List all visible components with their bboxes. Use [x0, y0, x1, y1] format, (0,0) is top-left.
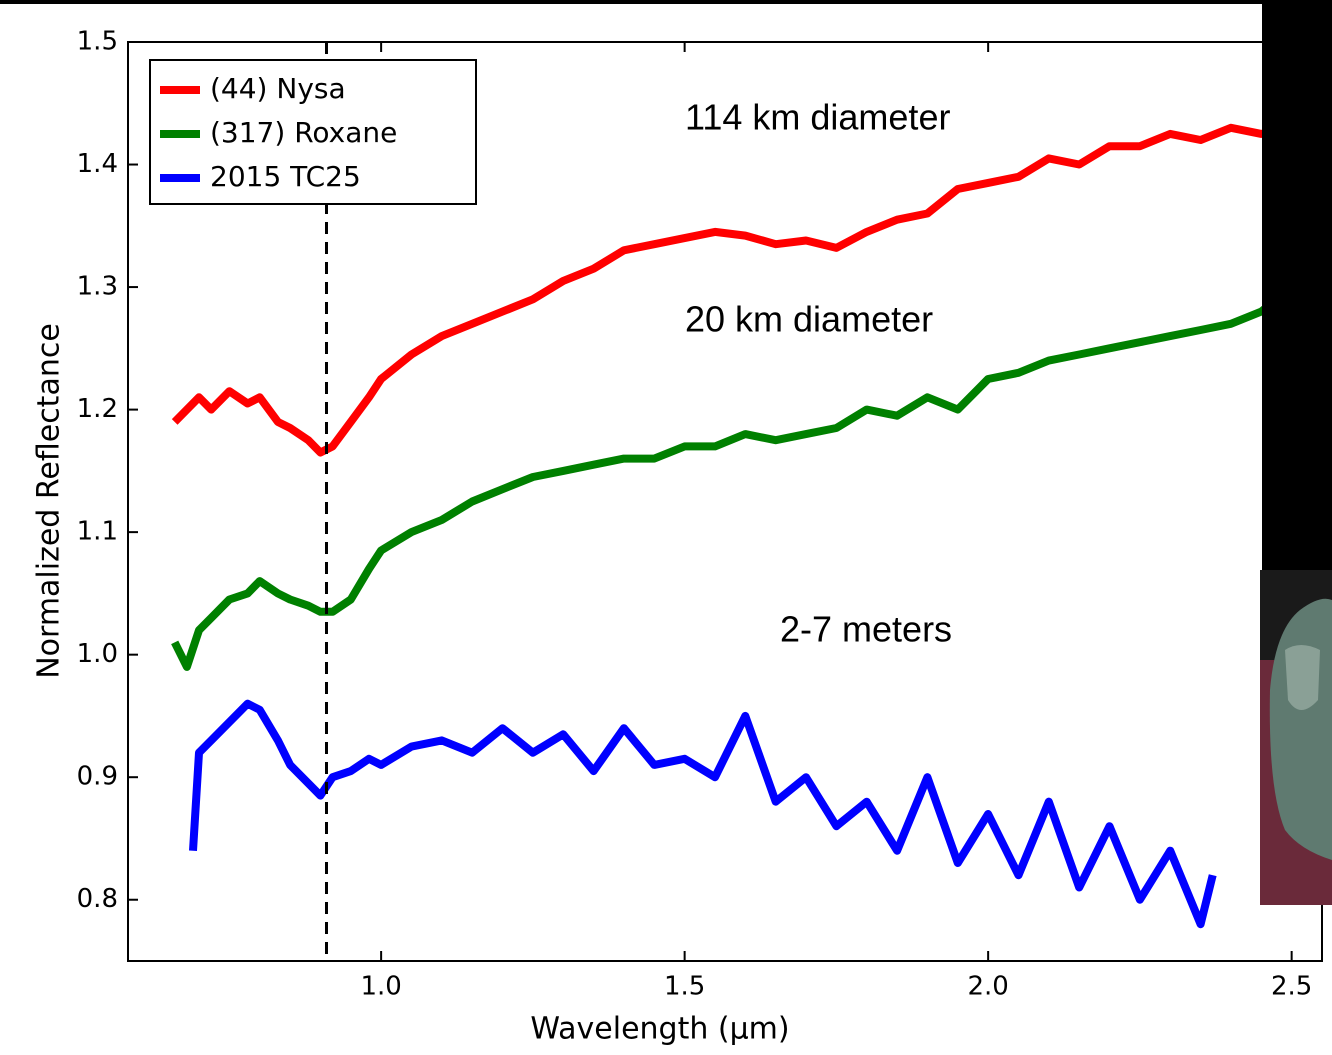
x-axis-label: Wavelength (μm) [530, 1012, 789, 1047]
series-line [171, 283, 1295, 671]
y-tick-label: 0.9 [77, 762, 118, 792]
x-tick-label: 2.5 [1271, 972, 1312, 1002]
legend-box [149, 59, 477, 205]
annotation: 114 km diameter [685, 97, 950, 138]
annotation: 2-7 meters [780, 609, 952, 650]
y-tick-label: 1.1 [77, 517, 118, 547]
black-panel [1262, 0, 1332, 572]
y-tick-label: 1.4 [77, 149, 118, 179]
meteorite-photo [1260, 570, 1332, 905]
x-tick-label: 2.0 [967, 972, 1008, 1002]
legend-label: (317) Roxane [210, 116, 397, 149]
y-tick-label: 1.3 [77, 272, 118, 302]
legend-label: (44) Nysa [210, 72, 346, 105]
series-line [189, 699, 1217, 929]
y-tick-label: 1.0 [77, 639, 118, 669]
legend-label: 2015 TC25 [210, 160, 361, 193]
series-line [171, 123, 1293, 457]
x-tick-label: 1.0 [360, 972, 401, 1002]
y-tick-label: 1.5 [77, 27, 118, 57]
y-tick-label: 1.2 [77, 394, 118, 424]
y-axis-label: Normalized Reflectance [32, 323, 67, 679]
top-strip [0, 0, 1332, 4]
y-tick-label: 0.8 [77, 884, 118, 914]
x-tick-label: 1.5 [664, 972, 705, 1002]
annotation: 20 km diameter [685, 299, 933, 340]
plot-area [171, 42, 1295, 961]
